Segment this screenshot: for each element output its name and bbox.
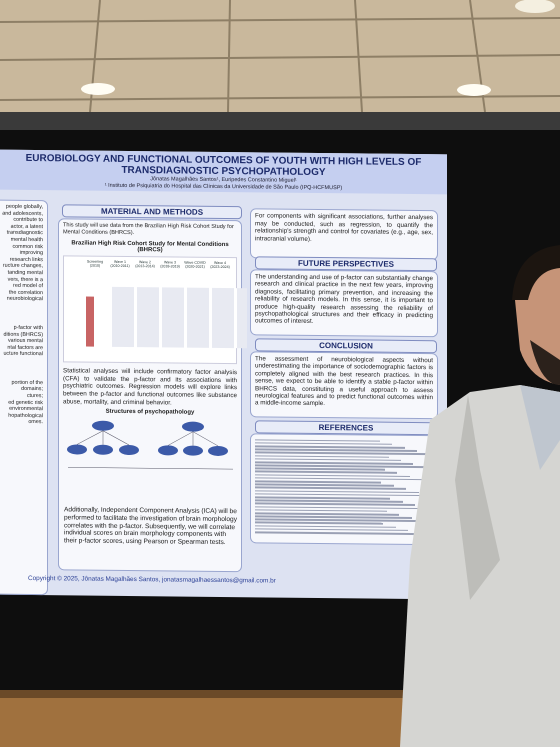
hair bbox=[512, 245, 560, 300]
methods-box: This study will use data from the Brazil… bbox=[58, 218, 247, 573]
ceiling-light bbox=[515, 0, 555, 13]
shirt bbox=[520, 385, 560, 470]
floor-edge bbox=[0, 690, 560, 698]
edges bbox=[68, 430, 233, 470]
ceiling-light bbox=[457, 84, 491, 96]
structures-diagram bbox=[67, 420, 233, 470]
ceiling-light bbox=[81, 83, 115, 95]
poster: EUROBIOLOGY AND FUNCTIONAL OUTCOMES OF Y… bbox=[0, 149, 447, 600]
beard bbox=[530, 340, 560, 385]
lapel bbox=[455, 395, 500, 600]
wall-trim bbox=[0, 112, 560, 130]
nodes bbox=[67, 420, 228, 456]
